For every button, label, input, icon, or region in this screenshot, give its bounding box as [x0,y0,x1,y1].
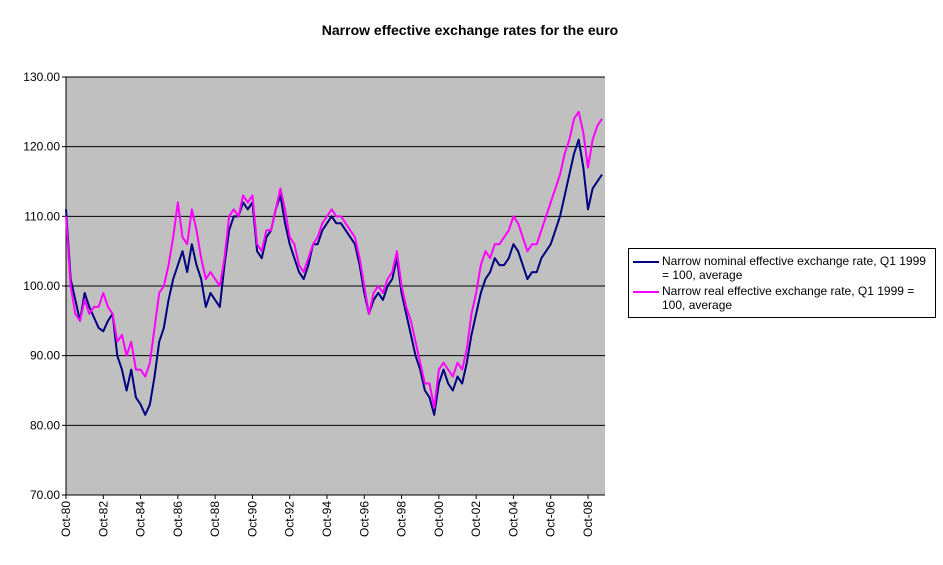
legend-swatch [633,261,659,263]
x-tick-label: Oct-04 [506,501,520,537]
x-tick-label: Oct-82 [96,501,110,537]
y-tick-label: 120.00 [23,140,60,154]
x-tick-label: Oct-88 [208,501,222,537]
x-tick-label: Oct-96 [357,501,371,537]
series-line [65,110,603,409]
legend-swatch [633,291,659,293]
x-tick-label: Oct-90 [245,501,259,537]
x-tick-label: Oct-92 [283,501,297,537]
x-tick-label: Oct-06 [544,501,558,537]
series-line [65,138,603,416]
legend-label: Narrow real effective exchange rate, Q1 … [662,284,915,312]
y-tick-label: 80.00 [30,418,60,432]
x-tick-label: Oct-94 [320,501,334,537]
y-tick-label: 90.00 [30,349,60,363]
x-tick-label: Oct-84 [134,501,148,537]
y-tick-label: 110.00 [24,209,60,223]
legend-item: Narrow nominal effective exchange rate, … [633,254,931,282]
chart-title: Narrow effective exchange rates for the … [322,22,618,38]
x-tick-label: Oct-80 [59,501,73,537]
x-tick-label: Oct-86 [171,501,185,537]
x-tick-label: Oct-00 [432,501,446,537]
x-tick-label: Oct-02 [469,501,483,537]
legend-label: Narrow nominal effective exchange rate, … [662,254,926,282]
legend-item: Narrow real effective exchange rate, Q1 … [633,284,931,312]
x-tick-label: Oct-08 [581,501,595,537]
y-tick-label: 130.00 [23,70,60,84]
y-tick-label: 100.00 [23,279,60,293]
x-tick-label: Oct-98 [395,501,409,537]
legend: Narrow nominal effective exchange rate, … [628,248,936,318]
y-tick-label: 70.00 [30,488,60,502]
